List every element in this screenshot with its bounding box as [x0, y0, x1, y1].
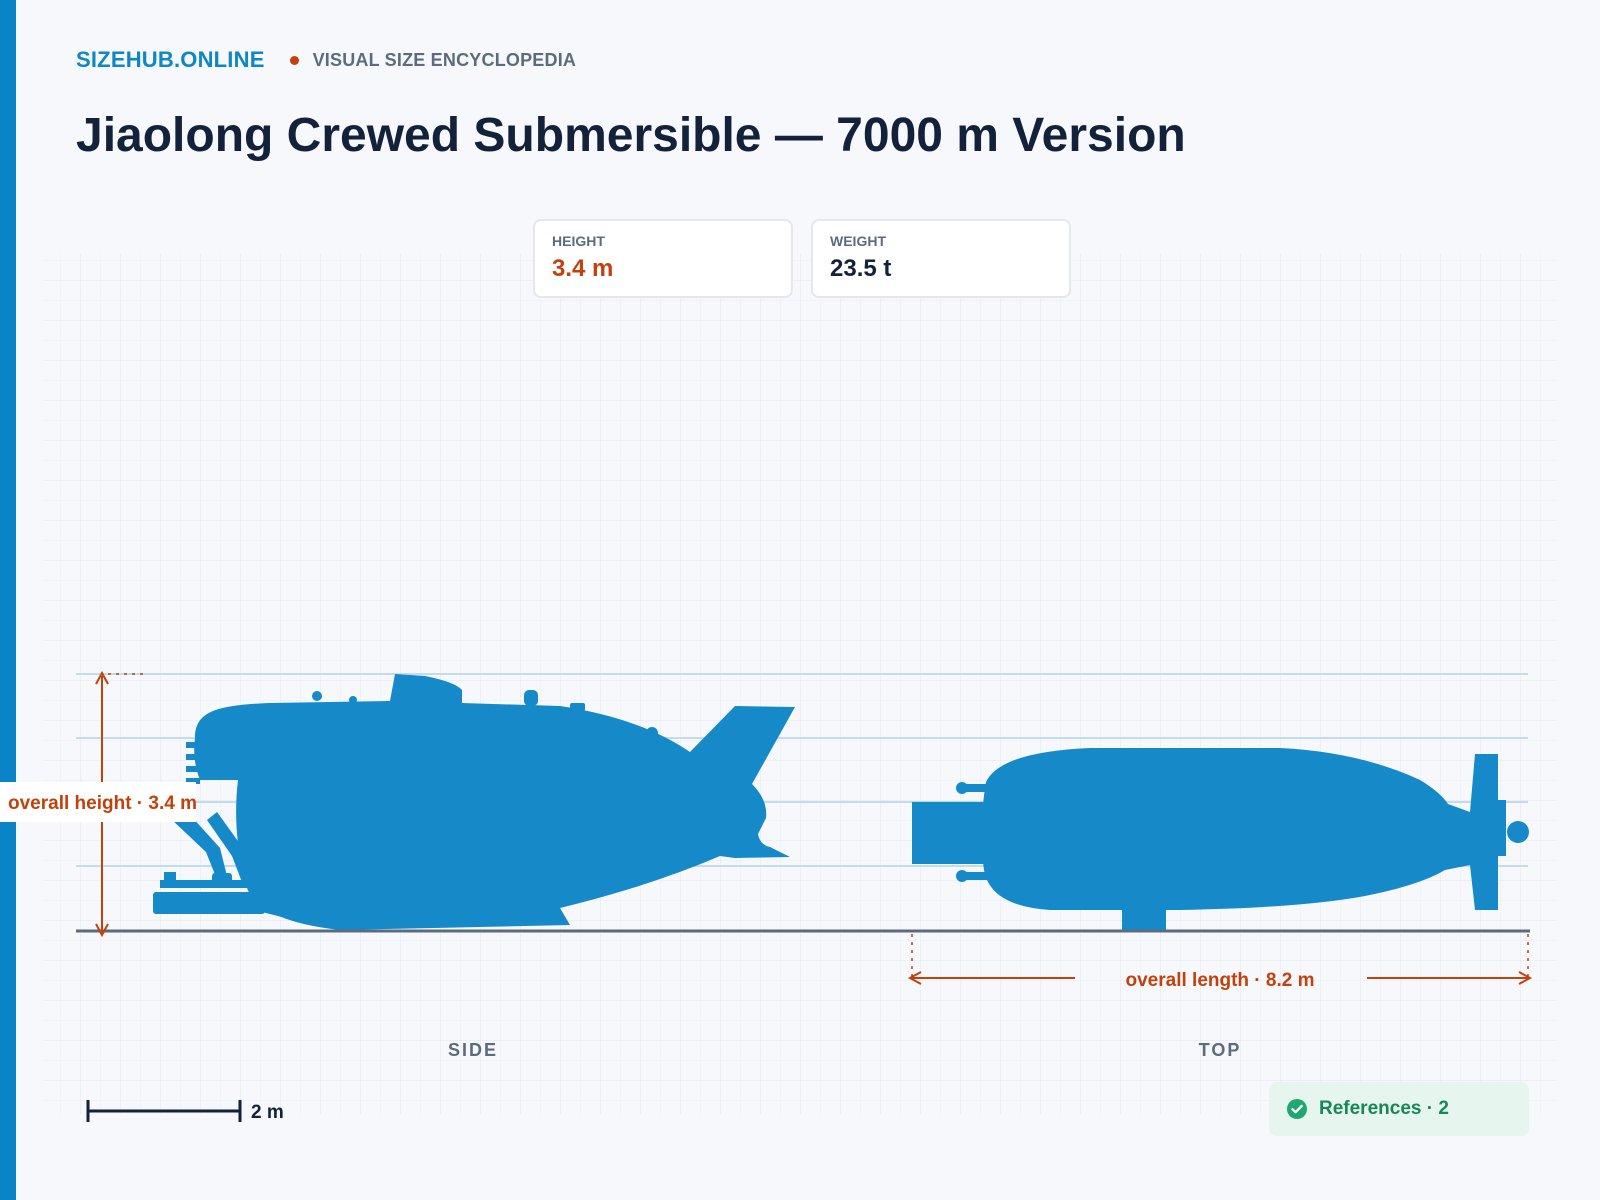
view-label-side: SIDE [448, 1040, 498, 1060]
site-tagline: VISUAL SIZE ENCYCLOPEDIA [312, 49, 577, 70]
height-stat-label: HEIGHT [552, 233, 605, 249]
length-label: overall length · 8.2 m [1126, 970, 1315, 991]
separator-dot-icon [289, 55, 299, 65]
scale-bar [86, 1100, 242, 1122]
view-label-top: TOP [1199, 1040, 1242, 1060]
accent-bar [0, 0, 16, 1200]
site-logo[interactable]: SIZEHUB.ONLINE [76, 47, 265, 72]
height-stat-value: 3.4 m [552, 255, 614, 282]
weight-stat-label: WEIGHT [830, 233, 886, 249]
scale-bar-label: 2 m [251, 1102, 284, 1123]
height-label-background [0, 782, 196, 822]
length-dimension [907, 934, 1533, 985]
weight-stat-card: WEIGHT 23.5 t [811, 219, 1071, 298]
grid-background [44, 254, 1556, 1114]
brand-header: SIZEHUB.ONLINE VISUAL SIZE ENCYCLOPEDIA [76, 47, 576, 73]
weight-stat-value: 23.5 t [830, 255, 892, 282]
references-button[interactable]: References · 2 [1269, 1082, 1529, 1136]
check-circle-icon [1287, 1099, 1307, 1119]
page-title: Jiaolong Crewed Submersible — 7000 m Ver… [76, 109, 1186, 162]
height-label: overall height · 3.4 m [8, 793, 197, 814]
height-stat-card: HEIGHT 3.4 m [533, 219, 793, 298]
top-view-silhouette [912, 748, 1529, 930]
references-label: References · 2 [1319, 1098, 1449, 1119]
side-view-silhouette [153, 674, 795, 930]
